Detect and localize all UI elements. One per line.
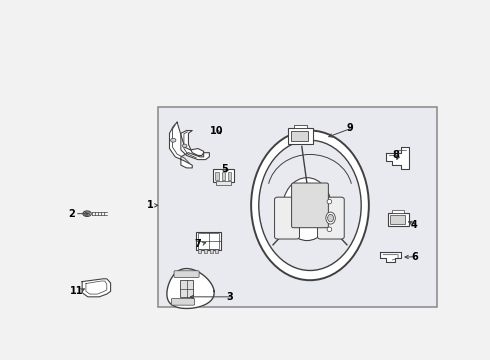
Ellipse shape bbox=[327, 227, 332, 231]
FancyBboxPatch shape bbox=[292, 183, 328, 228]
Bar bbox=[216, 181, 231, 185]
FancyBboxPatch shape bbox=[318, 197, 344, 239]
FancyBboxPatch shape bbox=[172, 298, 195, 305]
Bar bbox=[288, 128, 313, 144]
Ellipse shape bbox=[182, 144, 187, 148]
Bar bbox=[210, 249, 213, 253]
Text: 8: 8 bbox=[392, 150, 399, 161]
Polygon shape bbox=[170, 122, 204, 168]
Bar bbox=[388, 213, 409, 226]
Ellipse shape bbox=[83, 211, 91, 216]
Text: 10: 10 bbox=[210, 126, 224, 135]
Bar bbox=[180, 280, 193, 297]
Bar bbox=[158, 107, 437, 307]
Bar bbox=[292, 131, 309, 141]
Bar bbox=[392, 210, 404, 213]
Polygon shape bbox=[386, 147, 409, 169]
Ellipse shape bbox=[326, 212, 335, 224]
Bar bbox=[196, 232, 220, 250]
Text: 1: 1 bbox=[147, 201, 154, 210]
Bar bbox=[391, 215, 405, 224]
Text: 7: 7 bbox=[195, 239, 201, 249]
Text: 6: 6 bbox=[411, 252, 418, 262]
FancyBboxPatch shape bbox=[274, 197, 299, 239]
Ellipse shape bbox=[328, 214, 334, 222]
Text: 5: 5 bbox=[221, 164, 228, 174]
Text: 3: 3 bbox=[227, 292, 234, 302]
Ellipse shape bbox=[259, 140, 361, 270]
Ellipse shape bbox=[327, 199, 332, 204]
Bar bbox=[227, 172, 231, 180]
Polygon shape bbox=[82, 279, 111, 297]
Bar bbox=[204, 249, 207, 253]
Bar bbox=[198, 249, 201, 253]
Bar bbox=[216, 172, 219, 180]
Text: 9: 9 bbox=[346, 123, 353, 133]
Ellipse shape bbox=[171, 138, 176, 142]
Text: 2: 2 bbox=[69, 209, 75, 219]
FancyBboxPatch shape bbox=[174, 271, 199, 278]
Bar bbox=[294, 125, 307, 128]
Bar bbox=[213, 169, 234, 182]
Ellipse shape bbox=[251, 131, 369, 280]
Text: 11: 11 bbox=[70, 286, 83, 296]
Bar bbox=[197, 233, 219, 249]
Bar bbox=[221, 172, 225, 180]
Polygon shape bbox=[181, 131, 209, 159]
Polygon shape bbox=[167, 269, 214, 309]
Polygon shape bbox=[380, 252, 401, 262]
Bar bbox=[216, 249, 219, 253]
Ellipse shape bbox=[282, 178, 332, 240]
Text: 4: 4 bbox=[411, 220, 418, 230]
Ellipse shape bbox=[84, 212, 90, 216]
